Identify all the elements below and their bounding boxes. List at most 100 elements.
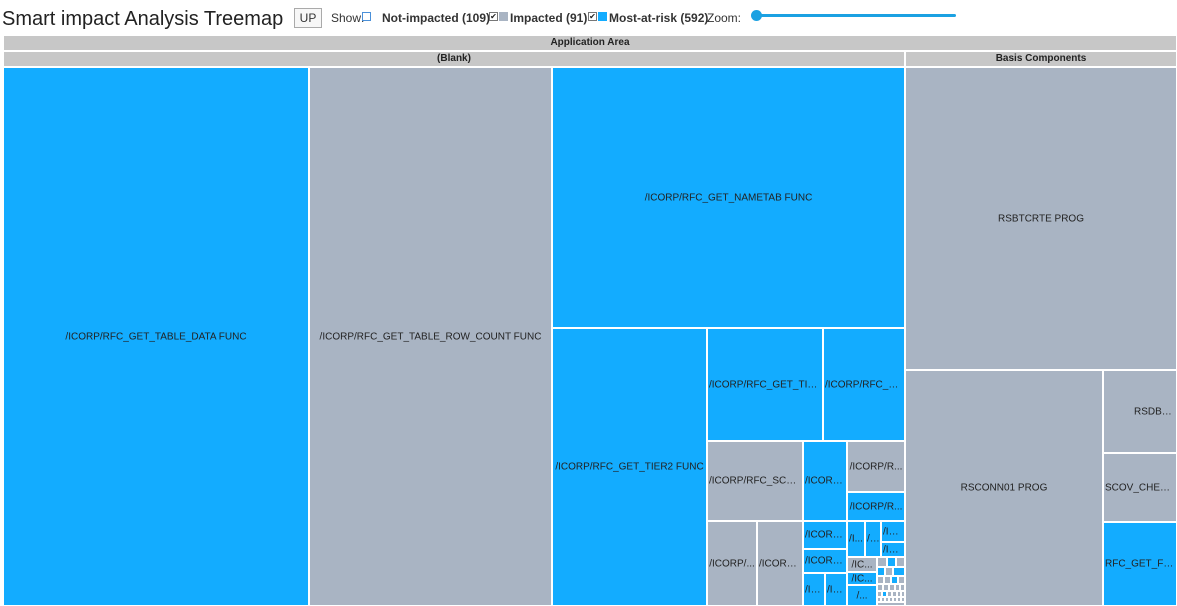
treemap-cell[interactable]	[901, 597, 905, 602]
treemap-root-header[interactable]: Application Area	[3, 35, 1177, 51]
treemap-cell[interactable]	[889, 597, 893, 602]
treemap-cell[interactable]: /I...	[847, 521, 865, 557]
treemap-cell[interactable]: /ICORP...	[803, 441, 847, 521]
treemap-cell[interactable]: RSBTCRTE PROG	[905, 67, 1177, 370]
treemap-cell[interactable]: /ICORP...	[803, 521, 847, 549]
treemap-cell[interactable]: RFC_GET_FUN	[1103, 522, 1177, 606]
treemap-cell-label: /ICORP/...	[759, 558, 802, 569]
treemap-cell-label: /ICORP/RFC_S...	[825, 379, 904, 390]
up-button[interactable]: UP	[294, 8, 322, 28]
treemap-cell[interactable]	[882, 591, 887, 597]
most-at-risk-label: Most-at-risk (592)	[609, 11, 709, 25]
not-impacted-label: Not-impacted (109)	[382, 11, 491, 25]
treemap-cell[interactable]: RSDB6CO	[1103, 370, 1177, 453]
treemap-cell-label: /I...	[849, 533, 863, 545]
treemap-cell-label: /ICORP...	[805, 475, 846, 487]
page-title: Smart impact Analysis Treemap	[2, 8, 284, 30]
treemap-cell[interactable]: /ICORP/...	[757, 521, 803, 606]
treemap-cell-label: /ICORP/RFC_GET_TABLE_DATA FUNC	[65, 331, 247, 342]
treemap-cell-label: /IC...	[805, 584, 824, 595]
treemap-cell-label: RSDB6CO	[1134, 406, 1176, 417]
treemap-cell[interactable]: /ICORP/R...	[847, 441, 905, 492]
most-at-risk-swatch	[598, 12, 607, 21]
treemap-cell-label: /ICORP/RFC_GET_TIE...	[709, 379, 822, 390]
treemap-cell[interactable]	[897, 597, 901, 602]
treemap-cell[interactable]: /ICORP/RFC_GET_TABLE_ROW_COUNT FUNC	[309, 67, 552, 606]
treemap-cell[interactable]	[891, 576, 898, 584]
treemap-cell[interactable]	[887, 557, 896, 567]
treemap-cell[interactable]	[883, 584, 889, 591]
treemap-cell[interactable]: SCOV_CHECK_	[1103, 453, 1177, 522]
treemap-cell[interactable]: /...	[847, 585, 877, 606]
show-label: Show:	[331, 11, 365, 25]
treemap-cell[interactable]	[887, 591, 892, 597]
treemap-cell[interactable]: /IC...	[803, 573, 825, 606]
treemap-cell[interactable]	[877, 597, 881, 602]
treemap-cell[interactable]: /ICORP/RFC_GET_TABLE_DATA FUNC	[3, 67, 309, 606]
treemap-cell-label: /ICORP/RFC_SCA...	[709, 475, 802, 487]
treemap-cell-label: /IC...	[883, 526, 904, 537]
treemap-cell[interactable]	[897, 591, 901, 597]
treemap-cell-label: RSBTCRTE PROG	[998, 213, 1084, 224]
treemap-cell-label: /ICORP/RFC_GET_TABLE_ROW_COUNT FUNC	[319, 331, 542, 342]
treemap-cell[interactable]: /IC...	[847, 557, 877, 572]
treemap-cell[interactable]	[900, 584, 905, 591]
treemap-cell[interactable]: /I...	[865, 521, 881, 557]
treemap-cell[interactable]	[898, 576, 905, 584]
treemap-cell-label: /ICORP...	[805, 555, 846, 567]
treemap-cell[interactable]	[895, 584, 900, 591]
treemap-cell[interactable]	[893, 567, 905, 576]
treemap-cell-label: RFC_GET_FUN	[1105, 558, 1176, 570]
treemap-cell-label: /ICORP/RFC_GET_NAMETAB FUNC	[644, 192, 813, 203]
treemap-cell[interactable]	[889, 584, 895, 591]
treemap-cell[interactable]	[884, 576, 891, 584]
treemap-cell[interactable]	[877, 584, 883, 591]
treemap-cell[interactable]	[877, 557, 887, 567]
treemap-cell[interactable]	[877, 576, 884, 584]
treemap-cell[interactable]	[877, 602, 905, 606]
impacted-label: Impacted (91)	[510, 11, 588, 25]
treemap-cell[interactable]: /ICORP/RFC_GET_NAMETAB FUNC	[552, 67, 905, 328]
treemap-cell[interactable]	[896, 557, 905, 567]
treemap-cell[interactable]: /ICORP/...	[707, 521, 757, 606]
most-at-risk-checkbox[interactable]: ✔	[588, 12, 597, 21]
treemap-cell-label: /ICORP/RFC_GET_TIER2 FUNC	[555, 461, 704, 473]
treemap-cell[interactable]	[893, 597, 897, 602]
impacted-checkbox[interactable]: ✔	[489, 12, 498, 21]
zoom-slider[interactable]	[751, 10, 956, 22]
impacted-swatch	[499, 12, 508, 21]
zoom-slider-track[interactable]	[752, 14, 956, 17]
treemap-cell[interactable]	[881, 597, 885, 602]
treemap-cell-label: /ICORP/R...	[849, 501, 903, 512]
treemap-cell-label: RSCONN01 PROG	[960, 482, 1048, 494]
treemap-cell[interactable]: /ICORP/RFC_GET_TIER2 FUNC	[552, 328, 707, 606]
treemap-cell[interactable]	[901, 591, 905, 597]
zoom-label: Zoom:	[707, 11, 742, 25]
zoom-slider-handle[interactable]	[751, 10, 762, 21]
group-header-blank[interactable]: (Blank)	[3, 51, 905, 67]
treemap-cell-label: /...	[856, 590, 868, 601]
not-impacted-checkbox[interactable]	[362, 12, 371, 21]
treemap-cell[interactable]	[885, 567, 893, 576]
treemap-cell[interactable]	[885, 597, 889, 602]
treemap-cell[interactable]: /IC...	[881, 521, 905, 542]
treemap-cell[interactable]: /IC...	[881, 542, 905, 557]
treemap-cell[interactable]: RSCONN01 PROG	[905, 370, 1103, 606]
treemap-cell[interactable]	[877, 567, 885, 576]
treemap-cell[interactable]: /ICORP/RFC_SCA...	[707, 441, 803, 521]
treemap-cell-label: /I...	[867, 533, 880, 545]
treemap-cell-label: /ICORP...	[805, 529, 846, 541]
treemap-cell-label: /IC...	[883, 544, 904, 555]
treemap-cell[interactable]	[892, 591, 897, 597]
treemap-cell-label: /IC...	[851, 559, 873, 570]
treemap-cell[interactable]: /ICORP...	[803, 549, 847, 573]
treemap-cell-label: /ICORP/...	[709, 558, 755, 569]
group-header-basis-components[interactable]: Basis Components	[905, 51, 1177, 67]
treemap-cell[interactable]: /IC...	[847, 572, 877, 585]
treemap-cell-label: /IC...	[827, 584, 846, 595]
treemap-cell[interactable]	[877, 591, 882, 597]
treemap-cell[interactable]: /ICORP/RFC_GET_TIE...	[707, 328, 823, 441]
treemap-cell[interactable]: /IC...	[825, 573, 847, 606]
treemap-cell[interactable]: /ICORP/RFC_S...	[823, 328, 905, 441]
treemap-cell[interactable]: /ICORP/R...	[847, 492, 905, 521]
